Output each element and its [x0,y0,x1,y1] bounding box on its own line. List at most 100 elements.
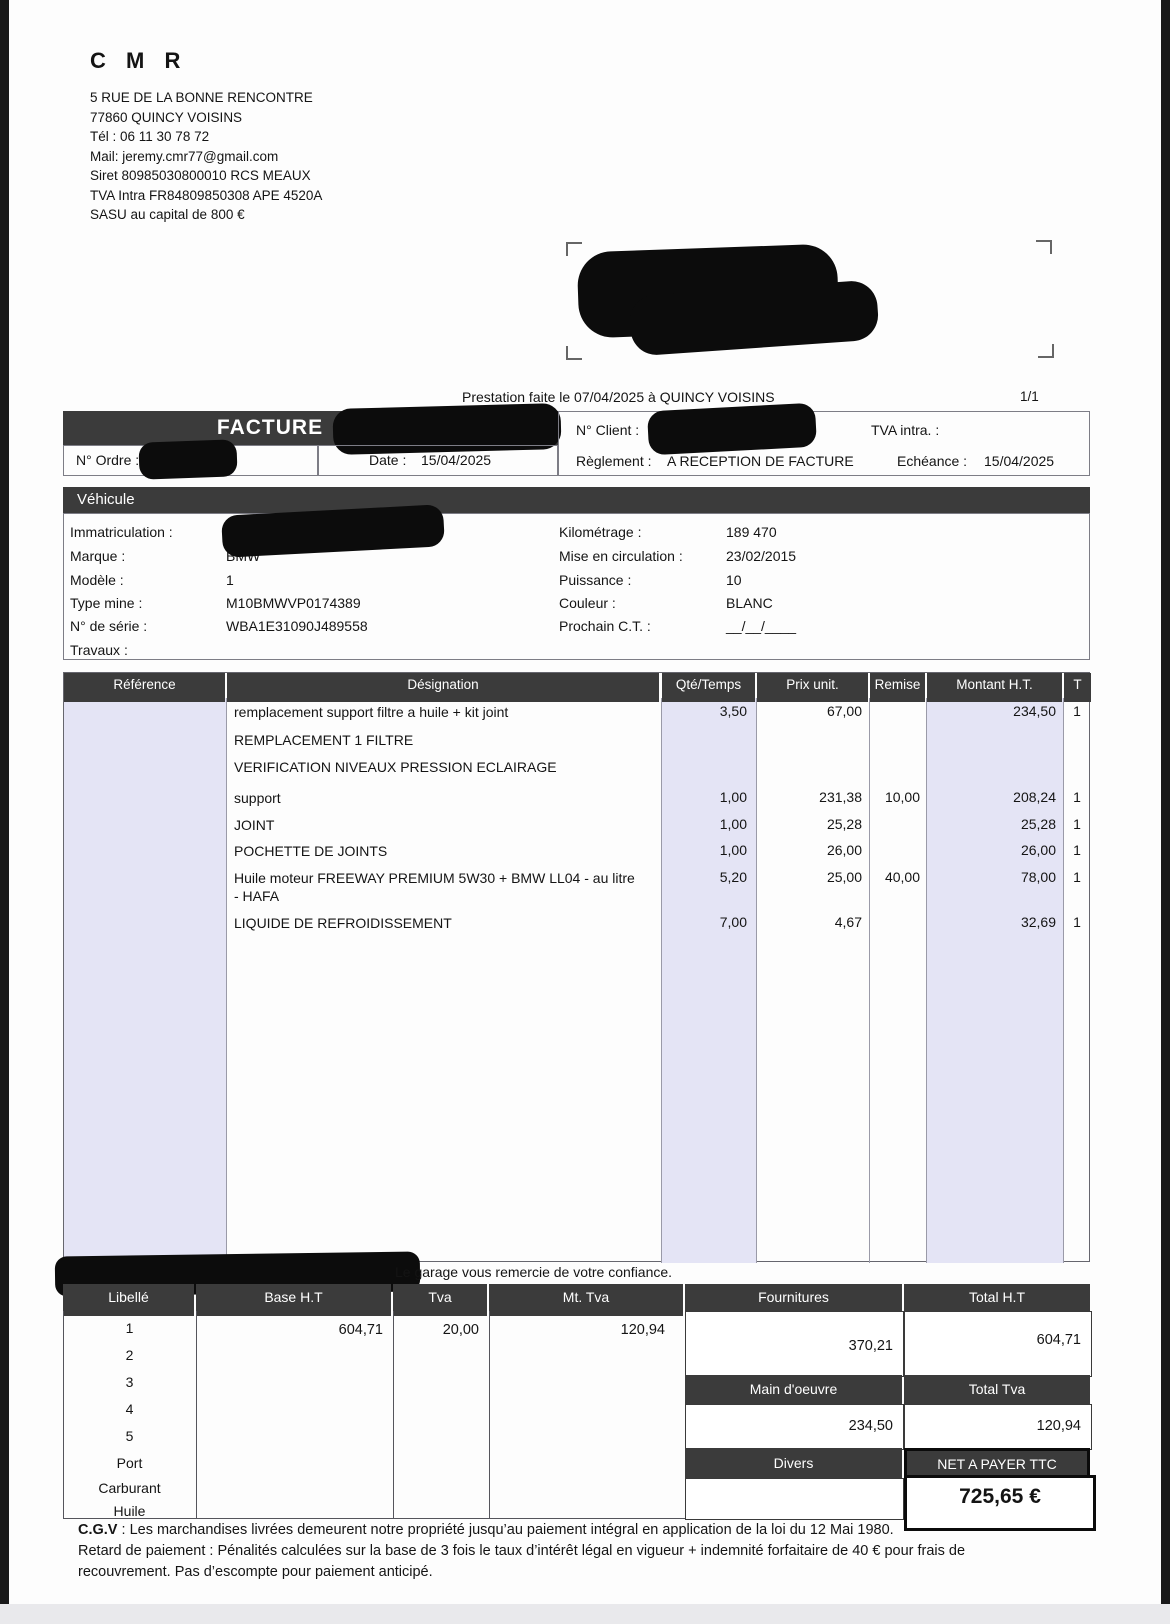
libelle-item: Huile [113,1503,146,1519]
company-address: 5 RUE DE LA BONNE RENCONTRE 77860 QUINCY… [90,90,323,222]
column-divider [926,698,927,1263]
total-ht-value: 604,71 [1036,1332,1081,1348]
invoice-title: FACTURE [216,416,324,439]
ct-label: Prochain C.T. : [559,618,651,634]
items-header-reference: Référence [64,673,225,702]
totals-header-total-ht: Total H.T [904,1284,1090,1316]
travaux-label: Travaux : [70,642,128,658]
totals-header-tva: Tva [393,1284,487,1316]
reglement-value: A RECEPTION DE FACTURE [667,453,854,469]
libelle-item: Carburant [98,1480,161,1496]
mt-tva-value: 120,94 [620,1322,665,1338]
cgv-line1: : Les marchandises livrées demeurent not… [117,1522,894,1538]
base-ht-value: 604,71 [338,1322,383,1338]
net-a-payer-header: NET A PAYER TTC [904,1448,1090,1478]
main-oeuvre-cell: 234,50 [685,1404,904,1450]
couleur-label: Couleur : [559,595,616,611]
serie-value: WBA1E31090J489558 [226,618,368,634]
client-block: N° Client : TVA intra. : Règlement : A R… [558,411,1090,476]
prestation-line: Prestation faite le 07/04/2025 à QUINCY … [462,389,775,405]
date-label: Date : [369,452,407,468]
column-divider [226,698,227,1263]
serie-label: N° de série : [70,618,148,634]
column-tint [661,698,756,1263]
echeance-label: Echéance : [897,453,968,469]
vehicle-box: Immatriculation : Marque : BMW Modèle : … [63,513,1090,660]
main-oeuvre-value: 234,50 [848,1418,893,1434]
column-divider [1063,698,1064,1263]
items-header-remise: Remise [870,673,925,702]
column-tint [64,698,226,1263]
fournitures-cell: 370,21 [685,1311,904,1377]
reglement-label: Règlement : [576,453,652,469]
totals-header-mt-tva: Mt. Tva [489,1284,683,1316]
type-mine-label: Type mine : [70,595,143,611]
redaction-client-number [646,402,818,456]
tva-rate-value: 20,00 [442,1322,479,1338]
modele-value: 1 [226,572,234,588]
vehicle-section-title: Véhicule [63,487,1090,513]
items-header-designation: Désignation [227,673,659,702]
tva-intra-label: TVA intra. : [871,422,940,438]
mec-label: Mise en circulation : [559,548,683,564]
totals-header-base-ht: Base H.T [196,1284,391,1316]
date-value: 15/04/2025 [421,452,492,468]
echeance-value: 15/04/2025 [984,453,1055,469]
date-cell: Date : 15/04/2025 [318,445,558,476]
cgv-label: C.G.V [78,1522,118,1538]
address-window-corner-icon [566,242,582,256]
immatriculation-label: Immatriculation : [70,524,173,540]
libelle-item: 2 [125,1347,134,1363]
modele-label: Modèle : [70,572,124,588]
column-divider [196,1311,197,1518]
libelle-item: 3 [125,1374,134,1390]
column-divider [756,698,757,1263]
items-table: Référence Désignation Qté/Temps Prix uni… [63,672,1091,1263]
fournitures-value: 370,21 [848,1338,893,1354]
km-label: Kilométrage : [559,524,642,540]
libelle-item: Port [116,1455,143,1471]
km-value: 189 470 [726,524,777,540]
type-mine-value: M10BMWVP0174389 [226,595,361,611]
libelle-item: 4 [125,1401,134,1417]
libelle-item: 5 [125,1428,134,1444]
photo-edge-bottom [0,1604,1170,1624]
totals-header-libelle: Libellé [63,1284,194,1316]
tva-breakdown-box [63,1311,686,1519]
puissance-value: 10 [726,572,742,588]
client-label: N° Client : [576,422,640,438]
column-tint [926,698,1063,1263]
marque-label: Marque : [70,548,126,564]
totals-header-fournitures: Fournitures [685,1284,902,1316]
order-label: N° Ordre : [76,452,140,468]
net-a-payer-value: 725,65 € [904,1475,1096,1531]
column-divider [661,698,662,1263]
photo-edge-left [0,0,9,1604]
column-divider [869,698,870,1263]
couleur-value: BLANC [726,595,773,611]
items-header-qty: Qté/Temps [662,673,755,702]
total-ht-cell: 604,71 [904,1311,1092,1377]
items-header-unit-price: Prix unit. [757,673,868,702]
photo-edge-right [1161,0,1170,1604]
cgv-line2: Retard de paiement : Pénalités calculées… [78,1543,966,1580]
thanks-line: Le garage vous remercie de votre confian… [395,1264,673,1280]
items-header-amount: Montant H.T. [927,673,1062,702]
ct-value: __/__/____ [726,618,797,634]
totals-table: Libellé Base H.T Tva Mt. Tva Fournitures… [63,1284,1096,1531]
mec-value: 23/02/2015 [726,548,797,564]
column-divider [489,1311,490,1518]
address-window-corner-icon [566,346,582,360]
total-tva-cell: 120,94 [904,1404,1092,1450]
page-indicator: 1/1 [1020,389,1039,404]
address-window-corner-icon [1036,240,1052,254]
column-divider [393,1311,394,1518]
cgv-footer: C.G.V : Les marchandises livrées demeure… [78,1520,1033,1583]
puissance-label: Puissance : [559,572,632,588]
total-tva-value: 120,94 [1036,1418,1081,1434]
company-name: C M R [90,48,188,73]
items-header-t: T [1064,673,1091,702]
address-window-corner-icon [1038,344,1054,358]
divers-cell [685,1478,904,1520]
